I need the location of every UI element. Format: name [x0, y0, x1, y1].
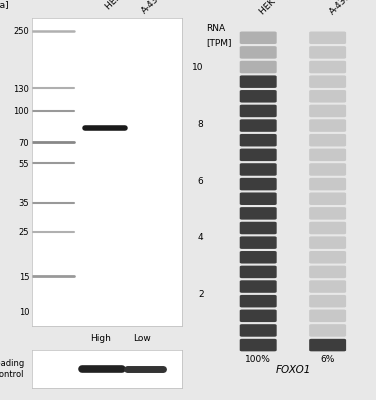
- FancyBboxPatch shape: [309, 236, 346, 249]
- FancyBboxPatch shape: [240, 61, 277, 73]
- FancyBboxPatch shape: [309, 163, 346, 176]
- FancyBboxPatch shape: [309, 251, 346, 264]
- Text: FOXO1: FOXO1: [275, 365, 311, 375]
- FancyBboxPatch shape: [240, 324, 277, 337]
- Text: A-431: A-431: [327, 0, 353, 16]
- FancyBboxPatch shape: [309, 222, 346, 234]
- FancyBboxPatch shape: [240, 207, 277, 220]
- Text: HEK 293: HEK 293: [258, 0, 292, 16]
- FancyBboxPatch shape: [240, 163, 277, 176]
- FancyBboxPatch shape: [309, 207, 346, 220]
- Text: [TPM]: [TPM]: [206, 38, 232, 47]
- FancyBboxPatch shape: [240, 266, 277, 278]
- FancyBboxPatch shape: [309, 339, 346, 351]
- FancyBboxPatch shape: [309, 119, 346, 132]
- FancyBboxPatch shape: [240, 148, 277, 161]
- FancyBboxPatch shape: [240, 119, 277, 132]
- FancyBboxPatch shape: [240, 310, 277, 322]
- FancyBboxPatch shape: [240, 46, 277, 59]
- FancyBboxPatch shape: [309, 266, 346, 278]
- FancyBboxPatch shape: [240, 178, 277, 190]
- FancyBboxPatch shape: [240, 192, 277, 205]
- FancyBboxPatch shape: [240, 339, 277, 351]
- Text: Loading
Control: Loading Control: [0, 359, 24, 379]
- FancyBboxPatch shape: [309, 61, 346, 73]
- FancyBboxPatch shape: [240, 222, 277, 234]
- FancyBboxPatch shape: [240, 251, 277, 264]
- Text: Low: Low: [133, 334, 150, 343]
- FancyBboxPatch shape: [309, 280, 346, 293]
- FancyBboxPatch shape: [309, 148, 346, 161]
- Text: RNA: RNA: [206, 24, 225, 32]
- FancyBboxPatch shape: [309, 46, 346, 59]
- FancyBboxPatch shape: [309, 32, 346, 44]
- Text: High: High: [91, 334, 111, 343]
- FancyBboxPatch shape: [240, 134, 277, 146]
- Text: 6%: 6%: [320, 355, 335, 364]
- Text: HEK 293: HEK 293: [104, 0, 137, 12]
- FancyBboxPatch shape: [240, 295, 277, 308]
- FancyBboxPatch shape: [309, 324, 346, 337]
- FancyBboxPatch shape: [309, 310, 346, 322]
- Text: 100%: 100%: [245, 355, 271, 364]
- FancyBboxPatch shape: [309, 105, 346, 117]
- FancyBboxPatch shape: [309, 134, 346, 146]
- FancyBboxPatch shape: [240, 90, 277, 102]
- FancyBboxPatch shape: [240, 236, 277, 249]
- FancyBboxPatch shape: [309, 90, 346, 102]
- FancyBboxPatch shape: [309, 178, 346, 190]
- FancyBboxPatch shape: [240, 280, 277, 293]
- Text: [kDa]: [kDa]: [0, 0, 9, 9]
- FancyBboxPatch shape: [309, 295, 346, 308]
- FancyBboxPatch shape: [240, 76, 277, 88]
- Text: A-431: A-431: [140, 0, 165, 15]
- FancyBboxPatch shape: [309, 192, 346, 205]
- FancyBboxPatch shape: [240, 32, 277, 44]
- FancyBboxPatch shape: [309, 76, 346, 88]
- FancyBboxPatch shape: [240, 105, 277, 117]
